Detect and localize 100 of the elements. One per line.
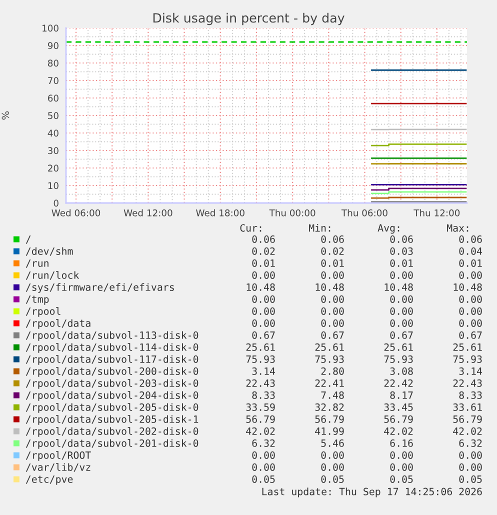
legend-label: /rpool/data/subvol-113-disk-0 [26, 331, 198, 341]
text: 10.48 [384, 283, 413, 291]
y-tick-label: 100 [42, 24, 58, 32]
text: 0.00 [390, 307, 413, 315]
y-tick-label: 80 [48, 60, 58, 67]
text: 0.67 [459, 331, 482, 339]
text: 0.03 [390, 247, 413, 255]
y-tick-label: 10 [48, 182, 58, 190]
text: 0.01 [390, 259, 413, 267]
text: 75.93 [246, 355, 275, 363]
text: 10.48 [316, 283, 344, 291]
text: 0.01 [321, 259, 344, 267]
text: 22.43 [246, 379, 275, 387]
legend-label: /etc/pve [26, 476, 73, 485]
y-tick-label: 60 [48, 94, 58, 102]
y-tick-label: 0 [54, 200, 58, 207]
text: 22.41 [315, 379, 344, 387]
text: 42.02 [384, 427, 413, 435]
text: 0.02 [321, 247, 344, 255]
text: 6.32 [252, 439, 275, 447]
text: 33.59 [246, 403, 275, 411]
text: 0.05 [321, 475, 344, 483]
text: 0.06 [252, 235, 275, 243]
text: 25.61 [384, 343, 413, 351]
text: Min: [309, 224, 330, 232]
text: 10.48 [454, 283, 482, 291]
text: 75.93 [384, 355, 413, 363]
text: 0.02 [252, 247, 275, 255]
text: 0.00 [252, 307, 275, 315]
legend-label: /rpool/data [26, 319, 90, 329]
text: 0.00 [390, 271, 413, 279]
text: 0.05 [459, 475, 482, 483]
text: 56.79 [315, 415, 344, 423]
text: 2.80 [321, 367, 344, 375]
text: 0.67 [390, 331, 413, 339]
text: 42.02 [246, 427, 275, 435]
x-tick-label: Wed 06:00 [52, 209, 100, 216]
text: 0.67 [252, 331, 275, 339]
legend-label: /rpool/data/subvol-200-disk-0 [26, 367, 198, 377]
text: 10.48 [246, 283, 275, 291]
chart-title: Disk usage in percent - by day [153, 12, 344, 26]
legend-label: /rpool/data/subvol-114-disk-0 [26, 343, 198, 353]
text: 41.99 [315, 427, 344, 435]
text: 25.61 [246, 343, 275, 351]
text: 0.00 [459, 271, 482, 279]
text: 3.14 [459, 367, 482, 375]
text: 0.00 [321, 319, 344, 327]
legend-label: /rpool/ROOT [26, 451, 91, 461]
legend-label: /rpool/data/subvol-205-disk-1 [26, 415, 198, 425]
text: 42.02 [453, 427, 482, 435]
text: 25.61 [315, 343, 344, 351]
text: 8.33 [252, 391, 275, 399]
y-tick-label: 50 [48, 112, 58, 120]
text: 32.82 [315, 403, 344, 411]
text: 75.93 [315, 355, 344, 363]
text: 0.00 [459, 307, 482, 315]
text: 7.48 [321, 391, 344, 399]
text: 56.79 [384, 415, 413, 423]
text: 0.00 [390, 295, 413, 303]
legend-label: /sys/firmware/efi/efivars [26, 283, 174, 293]
text: 8.17 [390, 391, 413, 399]
text: 0.00 [252, 295, 275, 303]
text: 3.14 [252, 367, 276, 375]
legend-label: /rpool/data/subvol-117-disk-0 [26, 355, 198, 365]
text: 0.00 [321, 451, 344, 459]
legend-label: /run [26, 260, 48, 268]
text: 0.00 [390, 463, 413, 471]
text: 33.61 [453, 403, 482, 411]
legend-label: /rpool/data/subvol-202-disk-0 [26, 427, 198, 437]
text: 0.06 [459, 235, 482, 243]
text: 0.01 [459, 259, 482, 267]
y-tick-label: 30 [48, 147, 58, 154]
text: 0.00 [321, 271, 344, 279]
legend-label: /rpool/data/subvol-205-disk-0 [26, 403, 198, 413]
y-tick-label: 40 [48, 130, 58, 137]
text: 0.00 [459, 295, 482, 303]
text: Avg: [378, 224, 400, 234]
text: 25.61 [453, 343, 482, 351]
text: 0.00 [252, 463, 275, 471]
text: 0.67 [321, 331, 344, 339]
text: 0.00 [390, 451, 413, 459]
legend-label: /tmp [26, 296, 49, 305]
text: 0.00 [321, 295, 344, 303]
text: 22.42 [384, 379, 413, 387]
text: 8.33 [459, 391, 482, 399]
y-tick-label: 20 [48, 164, 58, 172]
legend-label: /rpool/data/subvol-203-disk-0 [26, 379, 198, 389]
text: 0.05 [390, 475, 413, 483]
text: 0.00 [459, 319, 482, 327]
text: 0.00 [252, 451, 275, 459]
text: 0.00 [321, 463, 344, 471]
x-tick-label: Thu 12:00 [414, 209, 460, 216]
x-tick-label: Wed 18:00 [196, 209, 244, 216]
text: 3.08 [390, 367, 413, 375]
text: 0.05 [252, 475, 275, 483]
text: 56.79 [453, 415, 482, 423]
text: Last update: Thu Sep 17 14:25:06 2026 [262, 488, 482, 498]
text: 0.00 [252, 319, 275, 327]
legend-label: /rpool/data/subvol-201-disk-0 [26, 439, 198, 449]
text: 22.43 [453, 379, 482, 387]
